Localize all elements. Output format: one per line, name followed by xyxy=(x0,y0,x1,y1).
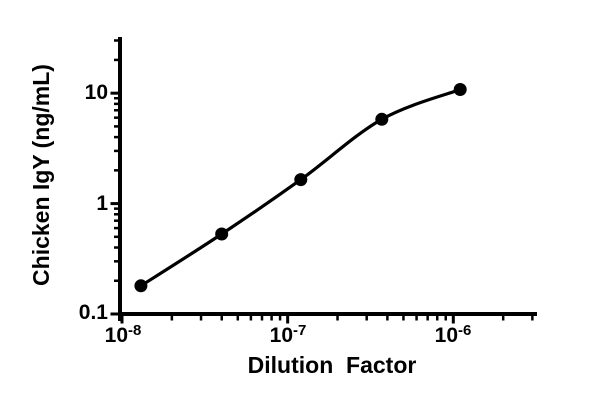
data-point xyxy=(453,83,467,96)
fit-curve xyxy=(139,87,462,288)
x-axis-title: Dilution Factor xyxy=(247,352,417,378)
data-point xyxy=(294,173,308,187)
y-axis-title: Chicken IgY (ng/mL) xyxy=(28,64,54,286)
data-point xyxy=(215,227,229,241)
x-tick-label-1e-8: 10-8 xyxy=(104,322,142,348)
x-tick-base: 10 xyxy=(434,324,459,347)
y-tick-label-0.1: 0.1 xyxy=(78,301,108,324)
y-tick-label-1: 1 xyxy=(96,192,108,215)
x-tick-exponent: -7 xyxy=(293,322,307,339)
x-tick-label-1e-7: 10-7 xyxy=(269,322,307,348)
x-tick-exponent: -8 xyxy=(128,322,142,339)
y-tick-label-10: 10 xyxy=(84,81,108,104)
data-point xyxy=(134,279,148,293)
x-tick-exponent: -6 xyxy=(458,322,472,339)
x-tick-label-1e-6: 10-6 xyxy=(434,322,472,348)
x-tick-base: 10 xyxy=(104,324,129,347)
data-point xyxy=(375,112,389,126)
x-tick-base: 10 xyxy=(269,324,294,347)
